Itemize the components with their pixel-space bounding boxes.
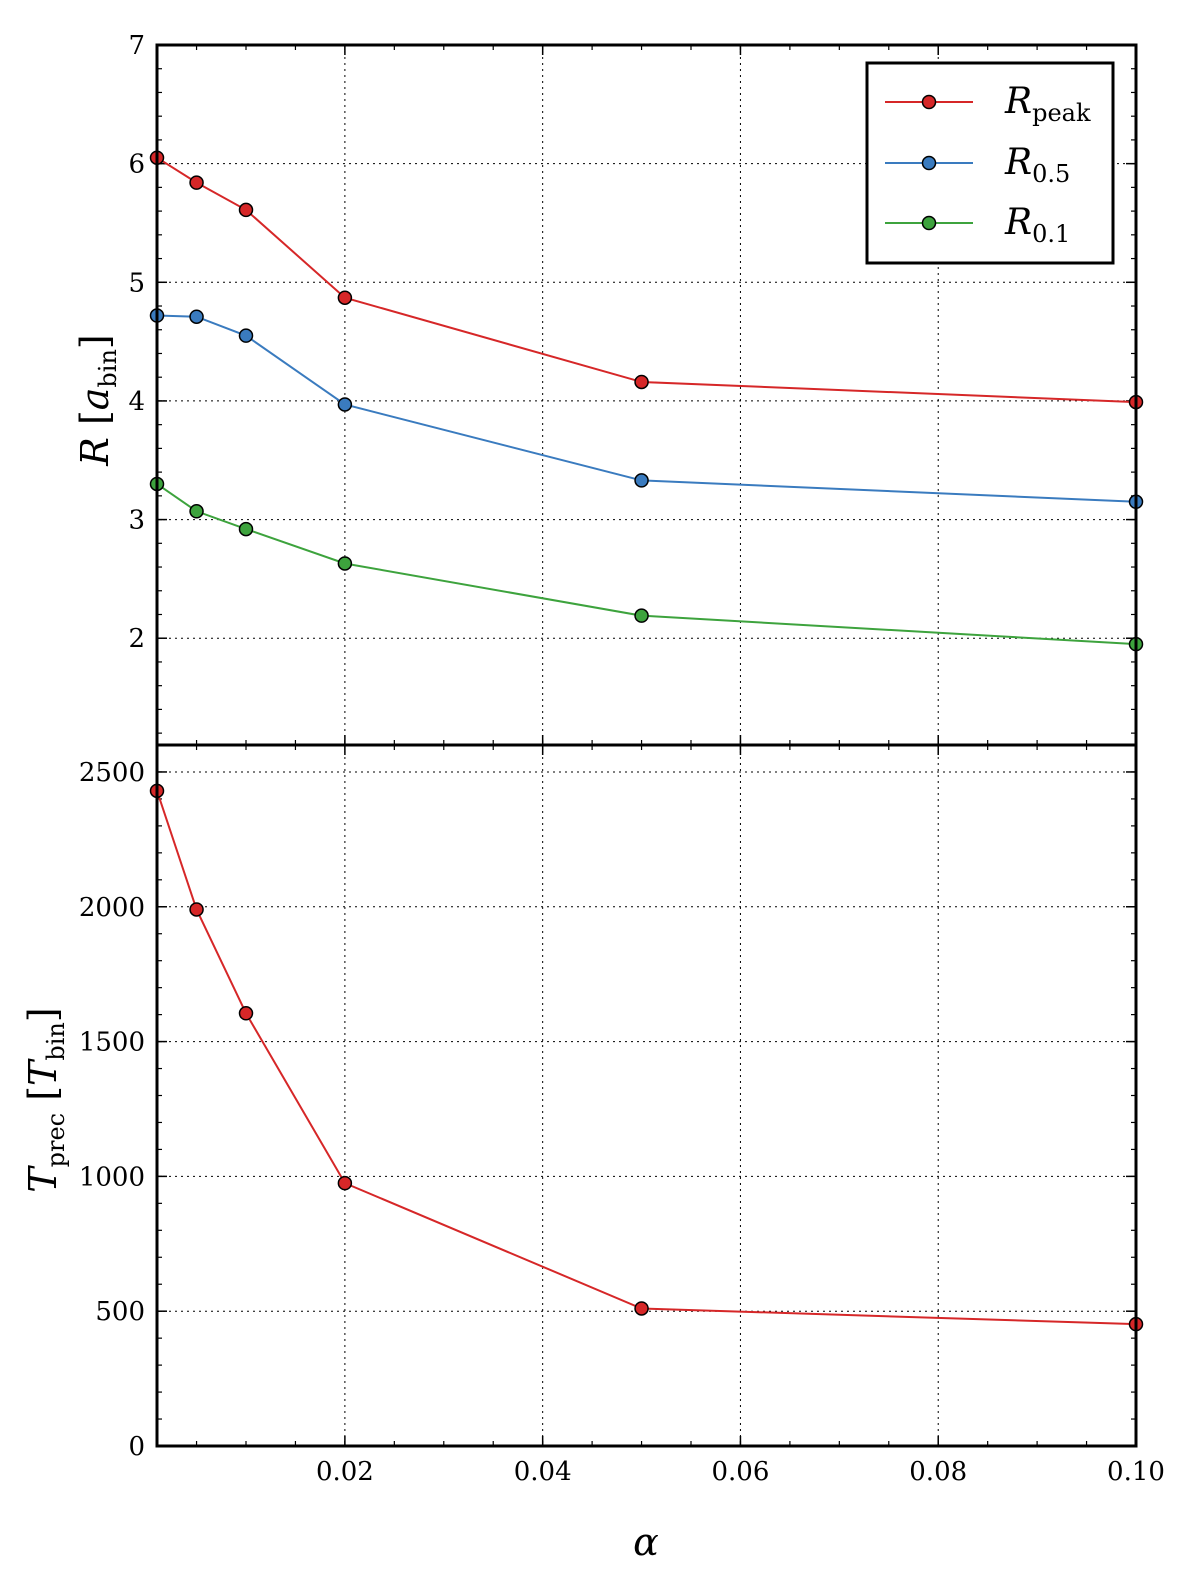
bottom-y-axis-label: Tprec [Tbin] [21,1007,70,1192]
top-point-r-peak-1 [189,175,204,190]
top-point-r-peak-4 [634,374,649,390]
legend: Rpeak R0.5 R0.1 [865,61,1115,265]
bottom-y-tick-label-1000: 1000 [79,1162,145,1192]
legend-label-r-peak: Rpeak [1004,81,1091,127]
bottom-y-tick-label-2500: 2500 [79,758,145,788]
bottom-axes-frame [155,743,1138,1448]
bottom-panel: 0 500 1000 1500 2000 2500 0.02 0.04 0.06 0.08 0.10 [79,743,1165,1487]
legend-marker-r-0-1 [921,215,937,231]
x-tick-label-0-06: 0.06 [711,1457,769,1487]
top-point-r-peak-3 [337,290,353,305]
legend-entry-r-peak: Rpeak [885,81,1091,127]
top-point-r-0-1-2 [238,521,254,537]
top-point-r-0-5-3 [337,397,353,412]
top-point-r-0-1-4 [634,608,649,623]
top-y-tick-label-4: 4 [128,387,145,417]
top-series-line-r-peak [156,156,1137,404]
top-y-tick-label-5: 5 [128,268,145,298]
top-point-r-0-1-1 [189,504,204,519]
bottom-point-t-prec-1 [189,902,204,917]
legend-marker-r-0-5 [921,155,937,171]
legend-marker-r-peak [921,94,937,110]
x-tick-label-0-02: 0.02 [316,1457,374,1487]
top-point-r-0-5-2 [238,328,254,343]
top-y-axis-label: R [abin] [73,334,122,467]
legend-entry-r-0-1: R0.1 [885,202,1070,248]
x-axis-label: α [633,1520,659,1564]
top-y-tick-label-6: 6 [128,150,145,180]
top-y-tick-label-2: 2 [128,624,145,654]
bottom-point-t-prec-4 [634,1301,649,1316]
top-y-tick-label-3: 3 [128,506,145,536]
x-tick-label-0-10: 0.10 [1107,1457,1165,1487]
x-tick-label-0-08: 0.08 [909,1457,967,1487]
bottom-y-tick-label-2000: 2000 [79,893,145,923]
bottom-y-tick-label-500: 500 [95,1297,145,1327]
top-y-tick-label-7: 7 [128,31,145,61]
bottom-point-t-prec-3 [337,1175,353,1191]
bottom-point-t-prec-2 [238,1006,254,1021]
bottom-series-line-t-prec [156,790,1137,1326]
legend-label-r-0-1: R0.1 [1004,202,1070,248]
bottom-y-tick-label-1500: 1500 [79,1028,145,1058]
top-series-line-r-0-1 [156,483,1137,646]
top-point-r-peak-2 [238,202,254,218]
x-tick-label-0-04: 0.04 [514,1457,572,1487]
bottom-plot-area [157,745,1136,1446]
legend-label-r-0-5: R0.5 [1004,142,1070,188]
top-point-r-0-1-3 [337,556,353,571]
legend-entry-r-0-5: R0.5 [885,142,1070,188]
top-point-r-0-5-1 [189,309,204,324]
bottom-y-tick-label-0: 0 [128,1432,145,1462]
top-point-r-0-5-4 [634,473,649,488]
